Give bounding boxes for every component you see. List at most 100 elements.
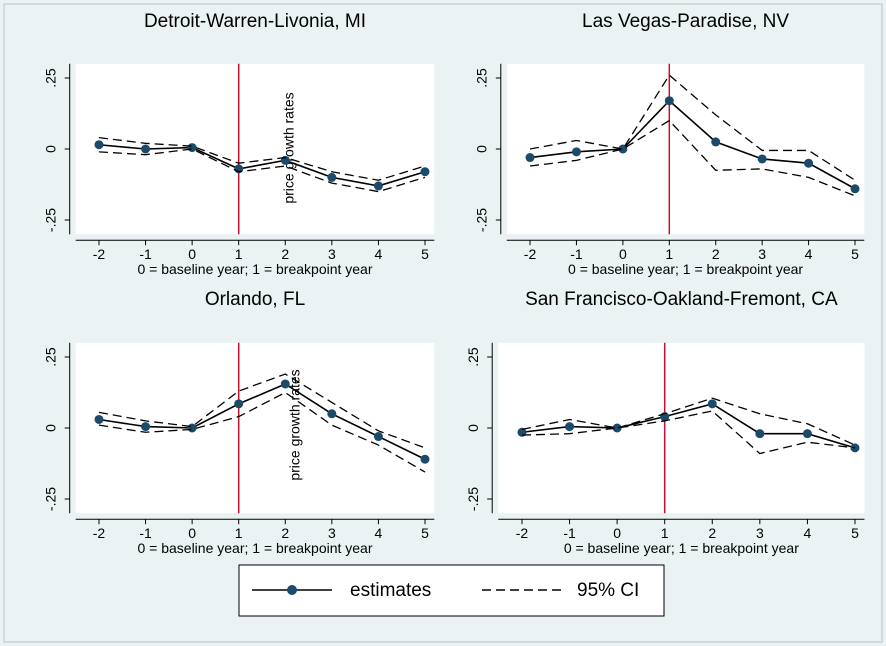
legend-label: estimates	[350, 580, 431, 601]
y-tick-label: .25	[42, 347, 58, 367]
estimate-point	[94, 140, 104, 150]
x-tick-label: 5	[421, 525, 429, 541]
estimate-point	[373, 432, 383, 442]
x-tick-label: 5	[421, 246, 429, 262]
x-tick-label: 3	[758, 246, 766, 262]
estimate-point	[141, 422, 151, 432]
graph-frame	[3, 3, 883, 643]
panel-title: San Francisco-Oakland-Fremont, CA	[525, 289, 838, 310]
plot-area	[75, 63, 435, 235]
x-tick-label: -2	[524, 246, 537, 262]
y-tick-label: -.25	[42, 208, 58, 232]
plot-area	[75, 342, 435, 514]
estimate-point	[707, 399, 717, 409]
x-tick-label: 4	[375, 246, 383, 262]
legend-marker	[287, 585, 297, 595]
legend-label: 95% CI	[577, 580, 639, 601]
x-tick-label: -1	[139, 525, 152, 541]
y-tick-label: .25	[474, 68, 490, 88]
estimate-point	[234, 399, 244, 409]
x-tick-label: 3	[328, 246, 336, 262]
x-tick-label: 1	[235, 246, 243, 262]
x-tick-label: 0	[188, 246, 196, 262]
y-tick-label: 0	[474, 145, 490, 153]
estimate-point	[802, 429, 812, 439]
panel-title: Orlando, FL	[205, 289, 305, 310]
x-tick-label: 3	[328, 525, 336, 541]
estimate-point	[804, 158, 814, 168]
x-tick-label: -1	[570, 246, 583, 262]
x-tick-label: 0	[613, 525, 621, 541]
x-tick-label: 0	[619, 246, 627, 262]
estimate-point	[187, 143, 197, 153]
x-axis-title: 0 = baseline year; 1 = breakpoint year	[564, 540, 799, 556]
ci-line	[521, 397, 856, 446]
estimate-point	[618, 144, 628, 154]
x-tick-label: 2	[281, 246, 289, 262]
x-tick-label: 4	[804, 525, 812, 541]
y-tick-label: .25	[465, 347, 481, 367]
y-tick-label: -.25	[474, 208, 490, 232]
estimate-point	[664, 96, 674, 106]
x-tick-label: -2	[93, 525, 106, 541]
x-tick-label: 4	[805, 246, 813, 262]
y-tick-label: 0	[465, 424, 481, 432]
ci-line	[98, 148, 426, 193]
estimate-line	[98, 383, 426, 460]
panel-title: Detroit-Warren-Livonia, MI	[144, 11, 366, 32]
ci-line	[529, 74, 856, 181]
estimate-point	[612, 423, 622, 433]
estimate-point	[327, 409, 337, 419]
x-tick-label: 2	[281, 525, 289, 541]
y-tick-label: 0	[42, 424, 58, 432]
estimate-point	[755, 429, 765, 439]
estimate-point	[94, 414, 104, 424]
x-tick-label: 5	[851, 525, 859, 541]
estimate-point	[187, 423, 197, 433]
x-axis-title: 0 = baseline year; 1 = breakpoint year	[137, 261, 372, 277]
x-tick-label: -2	[93, 246, 106, 262]
estimate-point	[373, 181, 383, 191]
estimate-point	[525, 153, 535, 163]
y-axis-title: price growth rates	[287, 369, 303, 480]
ci-line	[98, 373, 426, 449]
x-tick-label: 4	[375, 525, 383, 541]
x-tick-label: 0	[188, 525, 196, 541]
y-axis-title: price growth rates	[281, 92, 297, 203]
x-tick-label: 1	[665, 246, 673, 262]
x-tick-label: 1	[235, 525, 243, 541]
y-tick-label: .25	[42, 68, 58, 88]
estimate-line	[529, 99, 856, 190]
y-tick-label: -.25	[42, 487, 58, 511]
x-axis-title: 0 = baseline year; 1 = breakpoint year	[137, 540, 372, 556]
y-tick-label: -.25	[465, 487, 481, 511]
x-tick-label: 2	[712, 246, 720, 262]
estimate-point	[327, 172, 337, 182]
estimate-point	[757, 154, 767, 164]
x-tick-label: 5	[851, 246, 859, 262]
estimate-line	[98, 143, 426, 187]
ci-line	[98, 391, 426, 473]
x-tick-label: -1	[139, 246, 152, 262]
estimate-point	[571, 147, 581, 157]
estimate-point	[420, 167, 430, 177]
x-tick-label: -1	[563, 525, 576, 541]
x-tick-label: 3	[756, 525, 764, 541]
x-axis-title: 0 = baseline year; 1 = breakpoint year	[568, 261, 803, 277]
ci-line	[529, 119, 856, 197]
ci-line	[521, 410, 856, 455]
estimate-point	[711, 137, 721, 147]
estimate-point	[141, 144, 151, 154]
estimate-point	[280, 379, 290, 389]
x-tick-label: 1	[661, 525, 669, 541]
estimate-point	[565, 422, 575, 432]
x-tick-label: 2	[708, 525, 716, 541]
y-tick-label: 0	[42, 145, 58, 153]
panel-title: Las Vegas-Paradise, NV	[582, 11, 789, 32]
x-tick-label: -2	[516, 525, 529, 541]
plot-area	[506, 63, 865, 235]
estimate-line	[521, 402, 856, 449]
estimate-point	[420, 454, 430, 464]
